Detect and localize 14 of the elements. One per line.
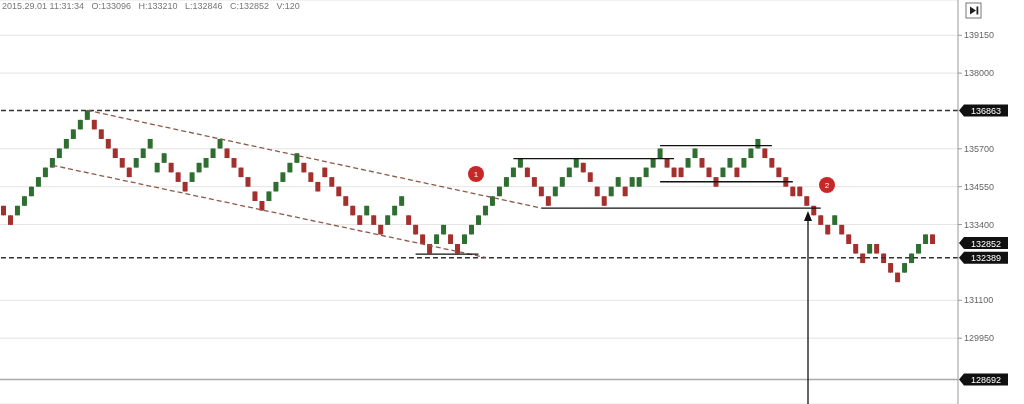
y-tick-label: 139150 xyxy=(964,30,995,41)
y-tick-label: 131100 xyxy=(964,295,994,306)
ref-line-label: 132389 xyxy=(970,253,1002,264)
annotation: 2 xyxy=(824,181,830,190)
text: 132852 xyxy=(970,238,1002,249)
y-tick-label: 129950 xyxy=(964,333,995,344)
y-tick-label: 135700 xyxy=(964,144,995,155)
y-tick-label: 134550 xyxy=(964,181,995,192)
annotation: 1 xyxy=(473,170,479,179)
ref-line-label: 136863 xyxy=(970,106,1002,117)
annotation: 2015.29.01 11:31:34 O:133096 H:133210 L:132846 C:132852 V:120 xyxy=(2,1,300,11)
y-tick-label: 133400 xyxy=(964,219,995,230)
y-tick-label: 138000 xyxy=(964,68,995,79)
ref-line-label: 128692 xyxy=(970,375,1002,386)
